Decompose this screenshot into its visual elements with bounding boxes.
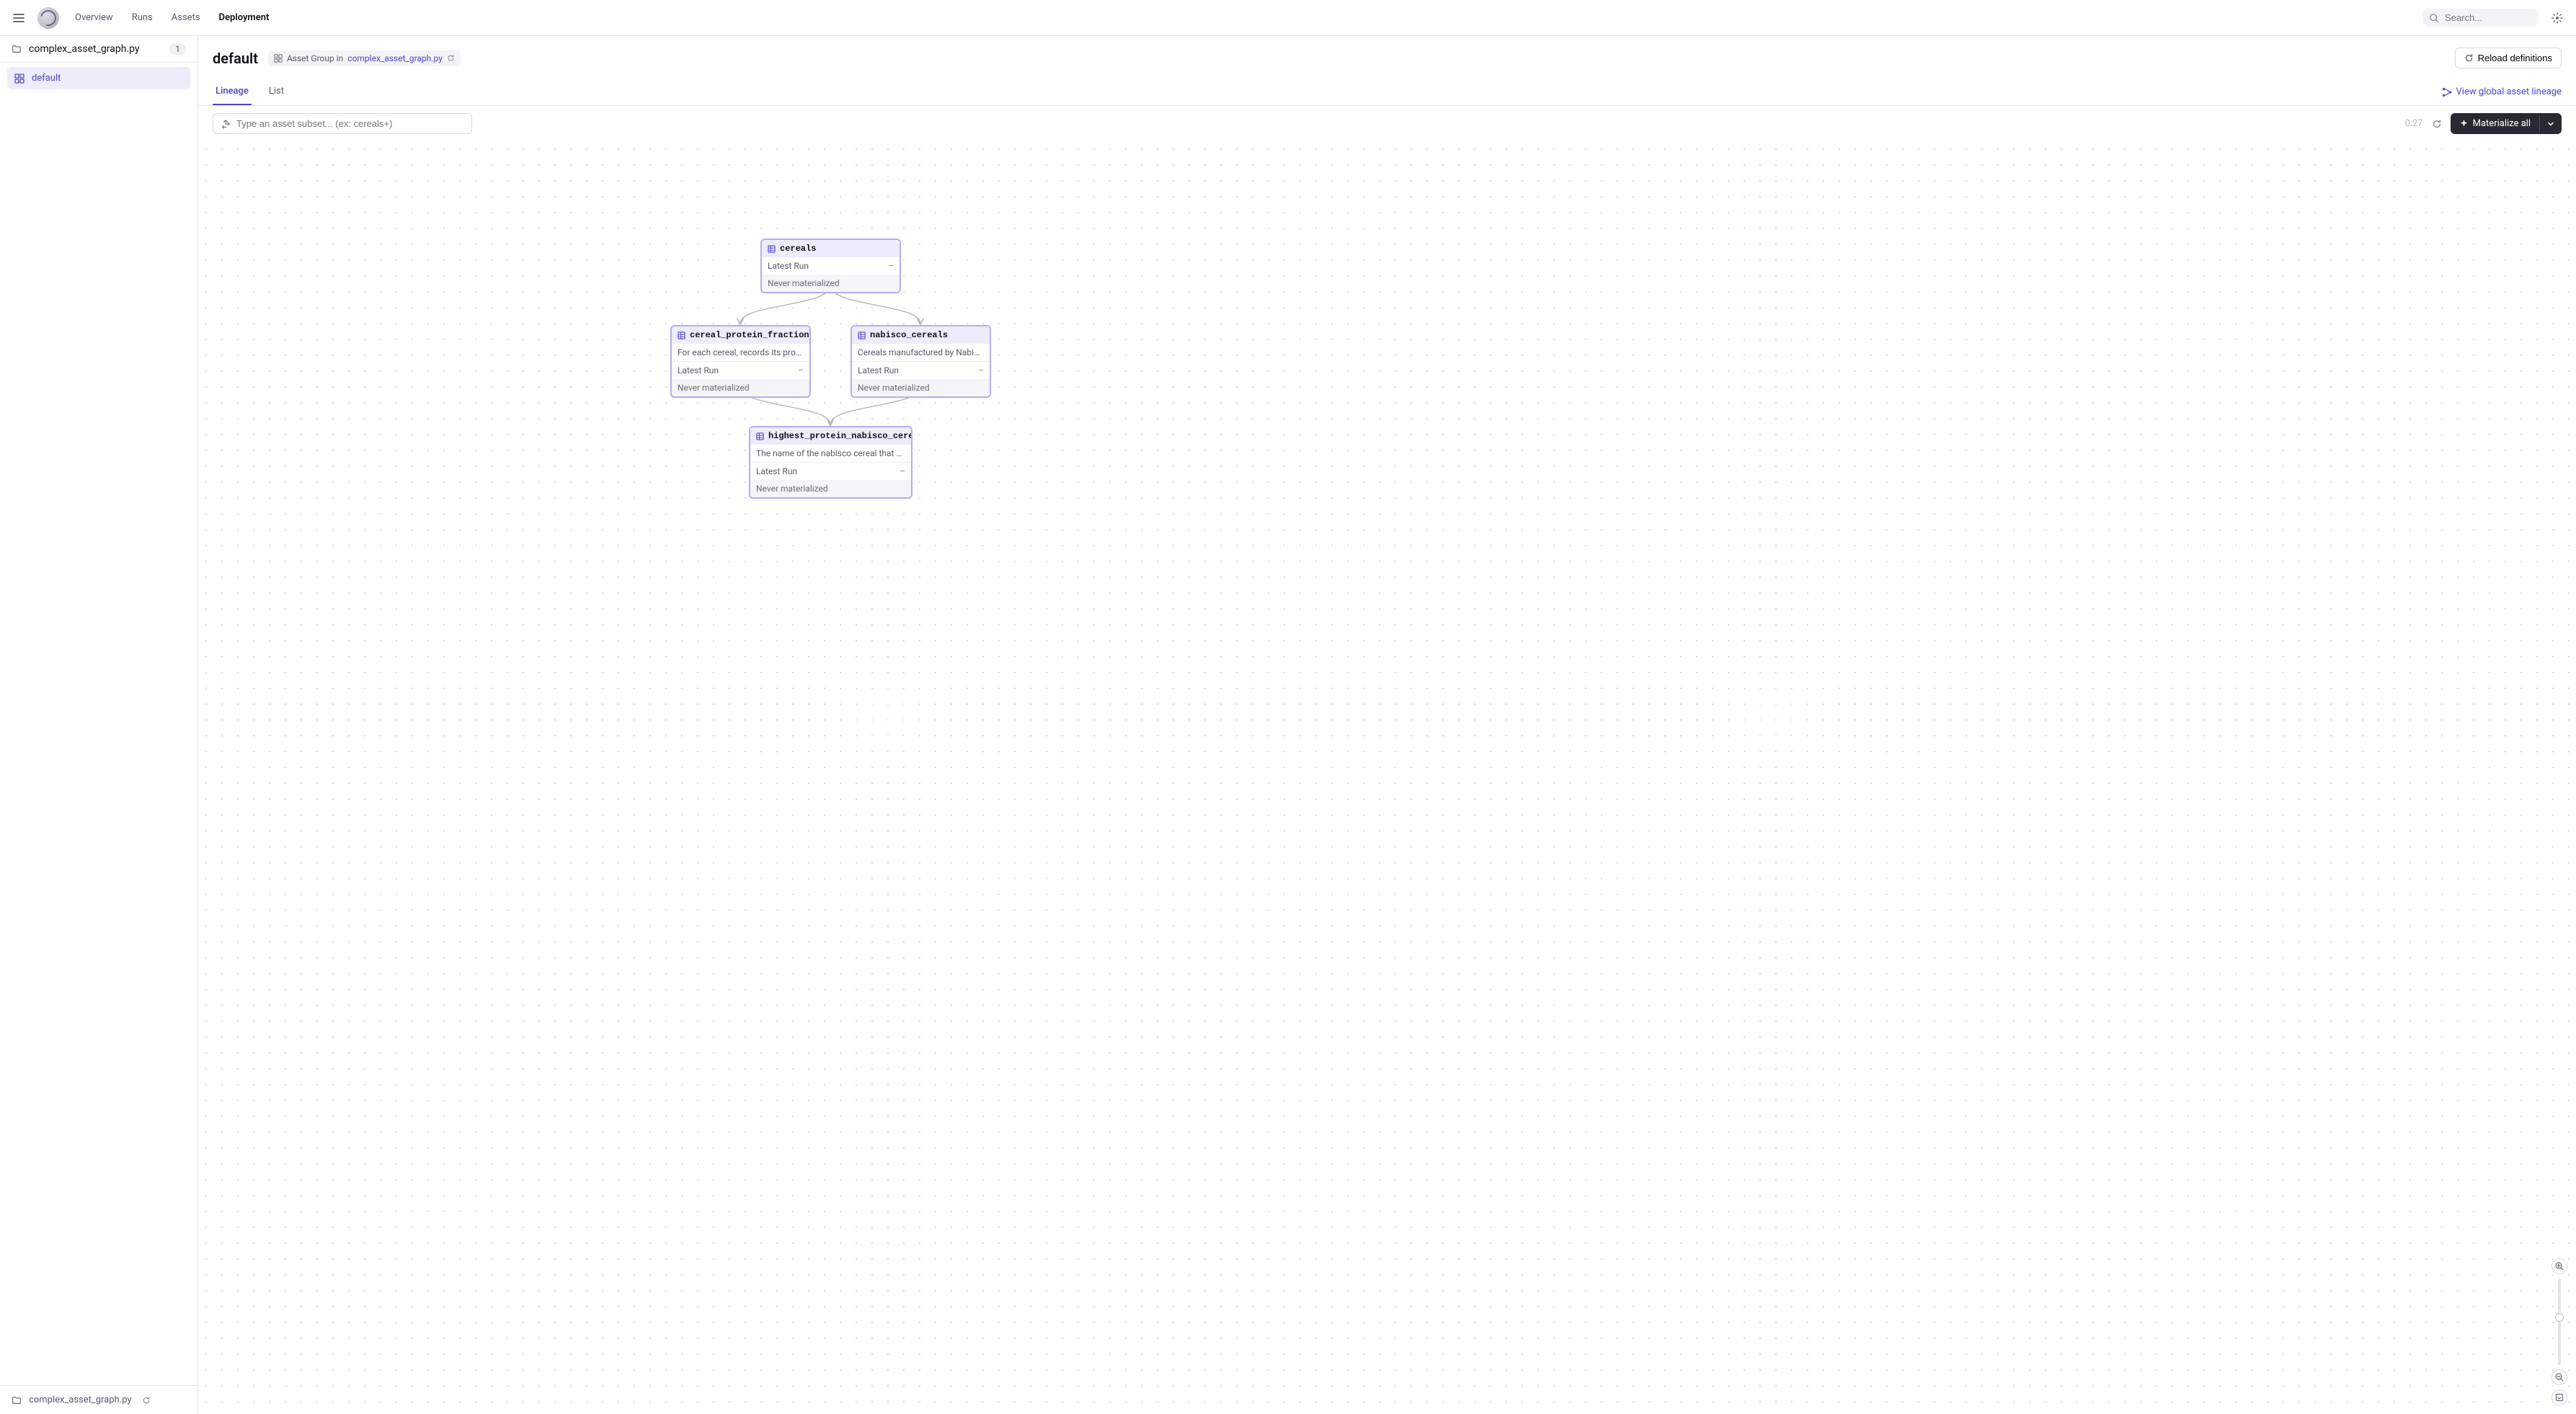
node-name: highest_protein_nabisco_cereal <box>768 431 912 441</box>
table-icon <box>858 332 866 339</box>
sidebar-footer: complex_asset_graph.py <box>0 1385 197 1414</box>
reload-definitions-label: Reload definitions <box>2478 53 2552 63</box>
sparkle-icon <box>2459 119 2469 128</box>
table-icon <box>678 332 685 339</box>
tab-lineage[interactable]: Lineage <box>213 79 252 105</box>
node-name: cereal_protein_fractions <box>690 330 811 340</box>
reload-definitions-button[interactable]: Reload definitions <box>2455 48 2562 68</box>
global-search[interactable]: / <box>2423 9 2539 27</box>
top-nav: Overview Runs Assets Deployment <box>68 8 276 27</box>
node-status: Never materialized <box>672 379 809 396</box>
node-name: cereals <box>780 244 816 254</box>
zoom-in-button[interactable] <box>2551 1258 2567 1274</box>
refresh-button[interactable] <box>2432 119 2442 129</box>
refresh-timer: 0:27 <box>2405 118 2423 129</box>
materialize-all-button[interactable]: Materialize all <box>2451 113 2562 134</box>
lineage-icon <box>2442 87 2452 97</box>
filter-icon <box>221 119 231 129</box>
pill-link[interactable]: complex_asset_graph.py <box>347 53 443 63</box>
reload-icon <box>2464 53 2474 63</box>
asset-node-highest-protein-nabisco-cereal[interactable]: highest_protein_nabisco_cereal The name … <box>749 426 912 499</box>
graph-edges <box>198 141 2576 1414</box>
zoom-out-button[interactable] <box>2551 1369 2567 1385</box>
materialize-label[interactable]: Materialize all <box>2451 113 2539 134</box>
asset-filter[interactable] <box>213 113 472 134</box>
table-icon <box>768 245 776 253</box>
materialize-dropdown[interactable] <box>2539 115 2562 133</box>
nav-tab-assets[interactable]: Assets <box>164 8 208 27</box>
nav-tab-deployment[interactable]: Deployment <box>212 8 277 27</box>
asset-node-cereals[interactable]: cereals Latest Run– Never materialized <box>760 239 901 293</box>
node-description: For each cereal, records its protein ... <box>672 344 809 362</box>
node-status: Never materialized <box>762 275 900 292</box>
zoom-controls <box>2551 1258 2567 1405</box>
footer-name: complex_asset_graph.py <box>29 1395 132 1405</box>
sidebar-folder[interactable]: complex_asset_graph.py 1 <box>0 36 197 63</box>
view-global-lineage-label: View global asset lineage <box>2456 86 2562 97</box>
asset-filter-input[interactable] <box>236 118 464 129</box>
zoom-fit-button[interactable] <box>2551 1389 2567 1405</box>
sidebar-group-label: default <box>32 73 61 84</box>
asset-node-cereal-protein-fractions[interactable]: cereal_protein_fractions For each cereal… <box>670 325 811 398</box>
lineage-canvas[interactable]: cereals Latest Run– Never materialized c… <box>198 141 2576 1414</box>
folder-count: 1 <box>169 43 186 55</box>
reload-icon[interactable] <box>447 54 455 62</box>
table-icon <box>756 432 764 440</box>
asset-group-icon <box>274 54 283 63</box>
settings-button[interactable] <box>2547 8 2567 28</box>
pill-prefix: Asset Group in <box>287 53 343 63</box>
menu-toggle[interactable] <box>9 8 29 28</box>
nav-tab-runs[interactable]: Runs <box>125 8 160 27</box>
zoom-thumb[interactable] <box>2555 1313 2564 1322</box>
view-global-lineage-link[interactable]: View global asset lineage <box>2442 86 2562 97</box>
folder-icon <box>12 1395 22 1405</box>
folder-icon <box>12 44 22 54</box>
app-logo <box>37 7 59 29</box>
node-description: The name of the nabisco cereal that has … <box>750 445 911 463</box>
asset-node-nabisco-cereals[interactable]: nabisco_cereals Cereals manufactured by … <box>850 325 991 398</box>
folder-name: complex_asset_graph.py <box>29 43 162 55</box>
tab-list[interactable]: List <box>266 79 287 105</box>
node-status: Never materialized <box>852 379 990 396</box>
sidebar-group-default[interactable]: default <box>7 67 190 89</box>
node-name: nabisco_cereals <box>870 330 948 340</box>
asset-group-icon <box>14 74 25 84</box>
page-title: default <box>213 50 258 67</box>
node-status: Never materialized <box>750 480 911 497</box>
nav-tab-overview[interactable]: Overview <box>68 8 120 27</box>
search-icon <box>2429 13 2439 23</box>
zoom-slider[interactable] <box>2558 1279 2561 1365</box>
asset-group-pill: Asset Group in complex_asset_graph.py <box>268 50 461 66</box>
reload-icon[interactable] <box>142 1396 151 1405</box>
node-description: Cereals manufactured by Nabisco <box>852 344 990 362</box>
